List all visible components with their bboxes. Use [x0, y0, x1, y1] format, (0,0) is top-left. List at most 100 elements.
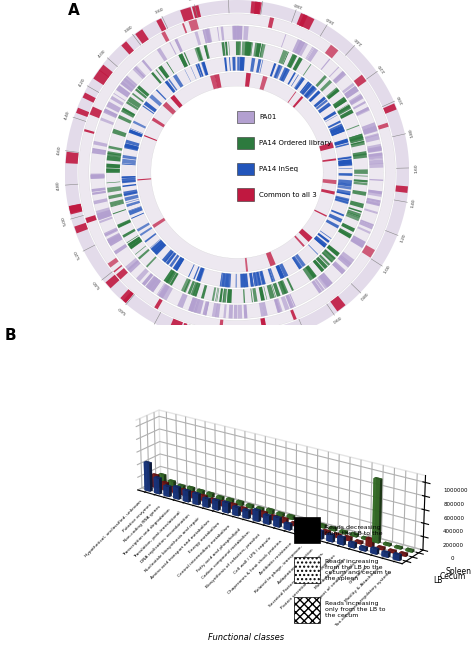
Text: 4.60: 4.60: [57, 145, 62, 155]
Text: 2.80: 2.80: [293, 1, 303, 7]
Polygon shape: [155, 244, 165, 254]
Polygon shape: [337, 255, 352, 268]
Polygon shape: [366, 201, 380, 205]
Polygon shape: [368, 190, 382, 194]
Polygon shape: [243, 289, 245, 303]
Polygon shape: [126, 199, 139, 203]
Polygon shape: [114, 244, 127, 255]
Polygon shape: [369, 158, 383, 161]
Polygon shape: [173, 257, 184, 270]
Polygon shape: [188, 19, 199, 31]
Polygon shape: [191, 281, 198, 296]
Polygon shape: [165, 252, 176, 265]
Polygon shape: [309, 90, 320, 102]
Polygon shape: [300, 81, 310, 93]
Polygon shape: [259, 287, 265, 301]
Polygon shape: [151, 280, 161, 292]
Polygon shape: [295, 77, 304, 89]
Polygon shape: [107, 156, 121, 162]
Polygon shape: [250, 1, 260, 14]
Polygon shape: [254, 272, 260, 286]
Polygon shape: [128, 237, 140, 246]
Polygon shape: [142, 60, 152, 72]
Polygon shape: [307, 48, 318, 62]
Polygon shape: [194, 283, 201, 296]
Polygon shape: [122, 184, 136, 187]
Polygon shape: [91, 175, 104, 179]
Text: 4.40: 4.40: [64, 110, 71, 120]
Polygon shape: [104, 227, 118, 237]
Polygon shape: [208, 330, 215, 342]
Polygon shape: [122, 176, 136, 178]
Polygon shape: [194, 31, 201, 46]
Polygon shape: [338, 168, 352, 169]
Polygon shape: [107, 234, 122, 244]
Polygon shape: [106, 42, 368, 303]
Bar: [237, 136, 254, 149]
Polygon shape: [340, 252, 355, 264]
Polygon shape: [212, 303, 218, 317]
Polygon shape: [100, 118, 114, 125]
Polygon shape: [335, 143, 349, 148]
Polygon shape: [164, 269, 175, 283]
Polygon shape: [337, 185, 352, 190]
Text: A: A: [68, 3, 80, 18]
Polygon shape: [195, 299, 204, 314]
Text: 2.60: 2.60: [325, 15, 336, 23]
Polygon shape: [125, 144, 138, 148]
Polygon shape: [158, 65, 170, 79]
Polygon shape: [318, 233, 330, 243]
Polygon shape: [350, 200, 364, 208]
Polygon shape: [320, 231, 332, 239]
Polygon shape: [118, 220, 131, 228]
Polygon shape: [188, 281, 195, 294]
Polygon shape: [322, 250, 336, 263]
Polygon shape: [126, 76, 137, 86]
Polygon shape: [169, 318, 183, 333]
Polygon shape: [169, 42, 176, 55]
Polygon shape: [256, 272, 262, 285]
Polygon shape: [368, 148, 382, 152]
Polygon shape: [135, 29, 149, 44]
Polygon shape: [333, 97, 347, 109]
Polygon shape: [305, 47, 313, 59]
Polygon shape: [106, 164, 120, 168]
Polygon shape: [313, 260, 324, 272]
Polygon shape: [244, 305, 247, 318]
Polygon shape: [97, 213, 112, 220]
Polygon shape: [65, 0, 409, 344]
Polygon shape: [184, 52, 190, 65]
Polygon shape: [262, 302, 268, 316]
Polygon shape: [122, 164, 136, 165]
Polygon shape: [329, 67, 339, 77]
Polygon shape: [108, 235, 123, 246]
Polygon shape: [287, 54, 297, 68]
Polygon shape: [338, 162, 352, 166]
Polygon shape: [365, 133, 379, 138]
Polygon shape: [74, 223, 88, 233]
Polygon shape: [270, 63, 276, 77]
Text: Common to all 3: Common to all 3: [259, 192, 317, 198]
Polygon shape: [227, 289, 232, 303]
Polygon shape: [180, 7, 194, 21]
Polygon shape: [129, 239, 142, 248]
Polygon shape: [150, 239, 161, 248]
Polygon shape: [277, 298, 281, 312]
Polygon shape: [225, 42, 228, 56]
Polygon shape: [219, 273, 222, 287]
Polygon shape: [236, 42, 240, 55]
Polygon shape: [113, 265, 122, 272]
Polygon shape: [91, 26, 383, 318]
Polygon shape: [288, 72, 296, 85]
Polygon shape: [110, 203, 124, 207]
Polygon shape: [365, 135, 380, 142]
Polygon shape: [249, 273, 254, 287]
Polygon shape: [320, 58, 330, 70]
Polygon shape: [237, 26, 243, 40]
Polygon shape: [252, 288, 257, 302]
Polygon shape: [353, 151, 367, 157]
Polygon shape: [151, 240, 163, 251]
Polygon shape: [223, 289, 227, 303]
Polygon shape: [302, 267, 314, 281]
Polygon shape: [99, 64, 113, 77]
